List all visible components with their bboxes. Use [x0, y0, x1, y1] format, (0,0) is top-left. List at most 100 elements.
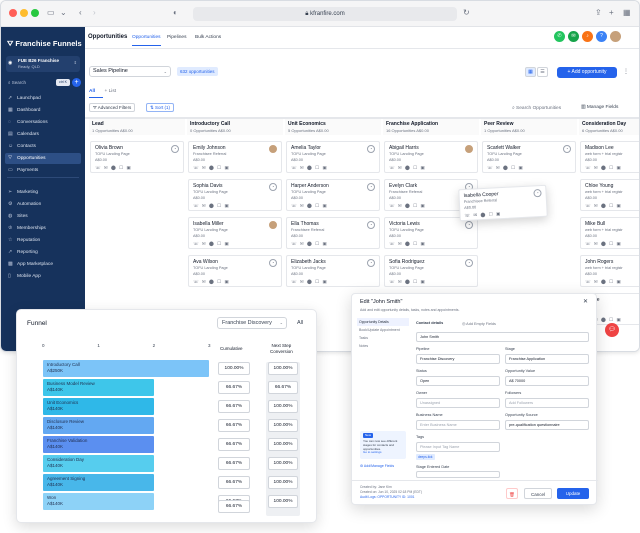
section-tasks[interactable]: Tasks	[359, 336, 368, 340]
minimize-window-dot[interactable]	[20, 9, 28, 17]
sidebar-item-sites[interactable]: ◍ Sites	[5, 211, 81, 222]
pipeline-select[interactable]: Sales Pipeline ⌄	[89, 66, 171, 77]
sidebar-search[interactable]: ⌕ Search ctrl K +	[6, 77, 81, 89]
forward-arrow-icon[interactable]: ›	[93, 8, 96, 17]
opportunity-card[interactable]: Olivia Brown TOFU Landing Page A$0.00 ☏ ✉ ⬤…	[90, 141, 184, 173]
tab-overview-icon[interactable]: ▦	[623, 8, 631, 17]
tag-chip[interactable]: deeps-tick	[416, 454, 435, 460]
value-field[interactable]: A$ 70000	[505, 376, 589, 386]
sidebar-item-reputation[interactable]: ☆ Reputation	[5, 235, 81, 246]
owner-field[interactable]: Unassigned	[416, 398, 500, 408]
subtab-all[interactable]: All	[89, 89, 96, 94]
list-view-button[interactable]: ☰	[537, 67, 548, 77]
funnel-bar[interactable]: Business Model Review A$140K	[43, 379, 154, 396]
dragging-opportunity-card[interactable]: Isabella Cooper Franchisee Referral A$0.…	[458, 184, 548, 222]
business-name-field[interactable]: Enter Business Name	[416, 420, 500, 430]
sidebar-item-marketing[interactable]: ➢ Marketing	[5, 187, 81, 198]
add-opportunity-button[interactable]: + Add opportunity	[557, 67, 617, 78]
funnel-bar[interactable]: Consideration Day A$140K	[43, 455, 154, 472]
card-action-icons[interactable]: ☏ ✉ ⬤ ☐ ▣	[389, 241, 426, 246]
opportunity-card[interactable]: John Rogers web form + trial registr A$0.0…	[580, 255, 639, 287]
tab-bulk-actions[interactable]: Bulk Actions	[195, 35, 222, 40]
opportunity-card[interactable]: Ava Wilson TOFU Landing Page A$0.00 ☏ ✉ ⬤ ☐…	[188, 255, 282, 287]
card-action-icons[interactable]: ☏ ✉ ⬤ ☐ ▣	[193, 279, 230, 284]
audit-logs-link[interactable]: Audit Logs: OPPORTUNITY ID: 1001	[360, 495, 415, 499]
sidebar-item-dashboard[interactable]: ▦ Dashboard	[5, 105, 81, 116]
sidebar-item-memberships[interactable]: ♔ Memberships	[5, 223, 81, 234]
advanced-filters-button[interactable]: ⛛ Advanced Filters	[89, 103, 136, 112]
opportunity-card[interactable]: Scarlett Walker TOFU Landing Page A$0.00 ☏ …	[482, 141, 576, 173]
opportunity-card[interactable]: Harper Anderson TOFU Landing Page A$0.00 ☏ …	[286, 179, 380, 211]
card-action-icons[interactable]: ☏ ✉ ⬤ ☐ ▣	[193, 241, 230, 246]
card-action-icons[interactable]: ☏ ✉ ⬤ ☐ ▣	[291, 165, 328, 170]
chat-widget-button[interactable]: 💬︎	[605, 323, 619, 337]
opportunity-card[interactable]: Abigail Harris TOFU Landing Page A$0.00 ☏ ✉…	[384, 141, 478, 173]
funnel-pipeline-select[interactable]: Franchise Discovery ⌄	[217, 317, 287, 329]
funnel-bar[interactable]: Agreement Signing A$140K	[43, 474, 154, 491]
update-button[interactable]: Update	[557, 488, 589, 499]
card-action-icons[interactable]: ☏ ✉ ⬤ ☐ ▣	[193, 203, 230, 208]
subtab-add-list[interactable]: + List	[104, 89, 117, 94]
new-tab-icon[interactable]: +	[609, 8, 614, 17]
back-arrow-icon[interactable]: ‹	[79, 8, 82, 17]
sort-button[interactable]: ⇅ Sort (1)	[146, 103, 175, 112]
sidebar-item-opportunities[interactable]: ⛛ Opportunities	[5, 153, 81, 164]
more-options-icon[interactable]: ⋮	[623, 69, 629, 75]
sidebar-item-conversations[interactable]: ◌ Conversations	[5, 117, 81, 128]
cancel-button[interactable]: Cancel	[524, 488, 552, 499]
sidebar-toggle-icon[interactable]: ▭	[47, 8, 55, 17]
followers-field[interactable]: Add Followers	[505, 398, 589, 408]
opportunity-card[interactable]: Emily Johnson Franchisee Referral A$0.00 ☏ …	[188, 141, 282, 173]
funnel-bar[interactable]: Introductory Call A$250K	[43, 360, 209, 377]
card-action-icons[interactable]: ☏ ✉ ⬤ ☐ ▣	[389, 279, 426, 284]
opportunity-card[interactable]: Mike Bull web form + trial registr A$0.00 ☏…	[580, 217, 639, 249]
funnel-all-filter[interactable]: All	[297, 320, 304, 326]
funnel-bar[interactable]: Unit Economics A$140K	[43, 398, 154, 415]
sidebar-item-payments[interactable]: ▭ Payments	[5, 165, 81, 176]
help-icon[interactable]: ?	[596, 31, 607, 42]
card-action-icons[interactable]: ☏ ✉ ⬤ ☐ ▣	[585, 165, 622, 170]
phone-icon[interactable]: ✆	[554, 31, 565, 42]
opportunity-card[interactable]: Madison Lee web form + trial registr A$0.0…	[580, 141, 639, 173]
card-action-icons[interactable]: ☏ ✉ ⬤ ☐ ▣	[585, 279, 622, 284]
pipeline-field[interactable]: Franchise Discovery	[416, 354, 500, 364]
opportunity-card[interactable]: Sophia Davis TOFU Landing Page A$0.00 ☏ ✉ ⬤…	[188, 179, 282, 211]
source-field[interactable]: pre-qualification questionnaire	[505, 420, 589, 430]
manage-fields-link[interactable]: ⚙ Add/Manage Fields	[360, 464, 394, 468]
status-field[interactable]: Open	[416, 376, 500, 386]
funnel-bar[interactable]: Franchise Validation A$140K	[43, 436, 154, 453]
board-view-button[interactable]: ▦	[525, 67, 536, 77]
stage-field[interactable]: Franchise Application	[505, 354, 589, 364]
funnel-bar[interactable]: Disclosure Review A$140K	[43, 417, 154, 434]
section-notes[interactable]: Notes	[359, 344, 369, 348]
manage-fields-button[interactable]: ▥ Manage Fields	[581, 105, 618, 110]
address-bar[interactable]: 🔒︎ kfranfire.com	[193, 7, 457, 21]
card-action-icons[interactable]: ☏ ✉ ⬤ ☐ ▣	[389, 165, 426, 170]
card-action-icons[interactable]: ☏ ✉ ⬤ ☐ ▣	[291, 241, 328, 246]
card-action-icons[interactable]: ☏ ✉ ⬤ ☐ ▣	[585, 241, 622, 246]
contact-field[interactable]: John Smith	[416, 332, 589, 342]
tab-opportunities[interactable]: Opportunities	[132, 35, 161, 46]
funnel-bar[interactable]: Won A$140K	[43, 493, 154, 510]
section-appointment[interactable]: Book/Update Appointment	[359, 328, 400, 332]
opportunity-card[interactable]: Elizabeth Jacks TOFU Landing Page A$0.00 ☏ …	[286, 255, 380, 287]
sidebar-item-mobile-app[interactable]: ▯ Mobile App	[5, 271, 81, 282]
card-action-icons[interactable]: ☏ ✉ ⬤ ☐ ▣	[193, 165, 230, 170]
sidebar-item-automation[interactable]: ⚙ Automation	[5, 199, 81, 210]
opportunity-card[interactable]: Isabella Miller TOFU Landing Page A$0.00 ☏ …	[188, 217, 282, 249]
sidebar-item-calendars[interactable]: ▤ Calendars	[5, 129, 81, 140]
sidebar-item-app-marketplace[interactable]: ▩ App Marketplace	[5, 259, 81, 270]
card-action-icons[interactable]: ☏ ✉ ⬤ ☐ ▣	[585, 203, 622, 208]
notification-icon[interactable]: ♪	[582, 31, 593, 42]
maximize-window-dot[interactable]	[31, 9, 39, 17]
opportunity-card[interactable]: Ella Thomas Franchisee Referral A$0.00 ☏ ✉ …	[286, 217, 380, 249]
close-icon[interactable]: ✕	[582, 299, 588, 305]
sidebar-item-launchpad[interactable]: ➚ Launchpad	[5, 93, 81, 104]
quick-add-button[interactable]: +	[72, 78, 81, 87]
section-opportunity-details[interactable]: Opportunity Details	[357, 318, 409, 326]
card-action-icons[interactable]: ☏ ✉ ⬤ ☐ ▣	[95, 165, 132, 170]
card-action-icons[interactable]: ☏ ✉ ⬤ ☐ ▣	[389, 203, 426, 208]
opportunity-card[interactable]: Sofia Rodriguez TOFU Landing Page A$0.00 ☏ …	[384, 255, 478, 287]
account-switcher[interactable]: ◉ FUE B26 Franchise Ready, QLD ⇕	[6, 56, 80, 72]
stage-date-field[interactable]	[416, 471, 500, 478]
